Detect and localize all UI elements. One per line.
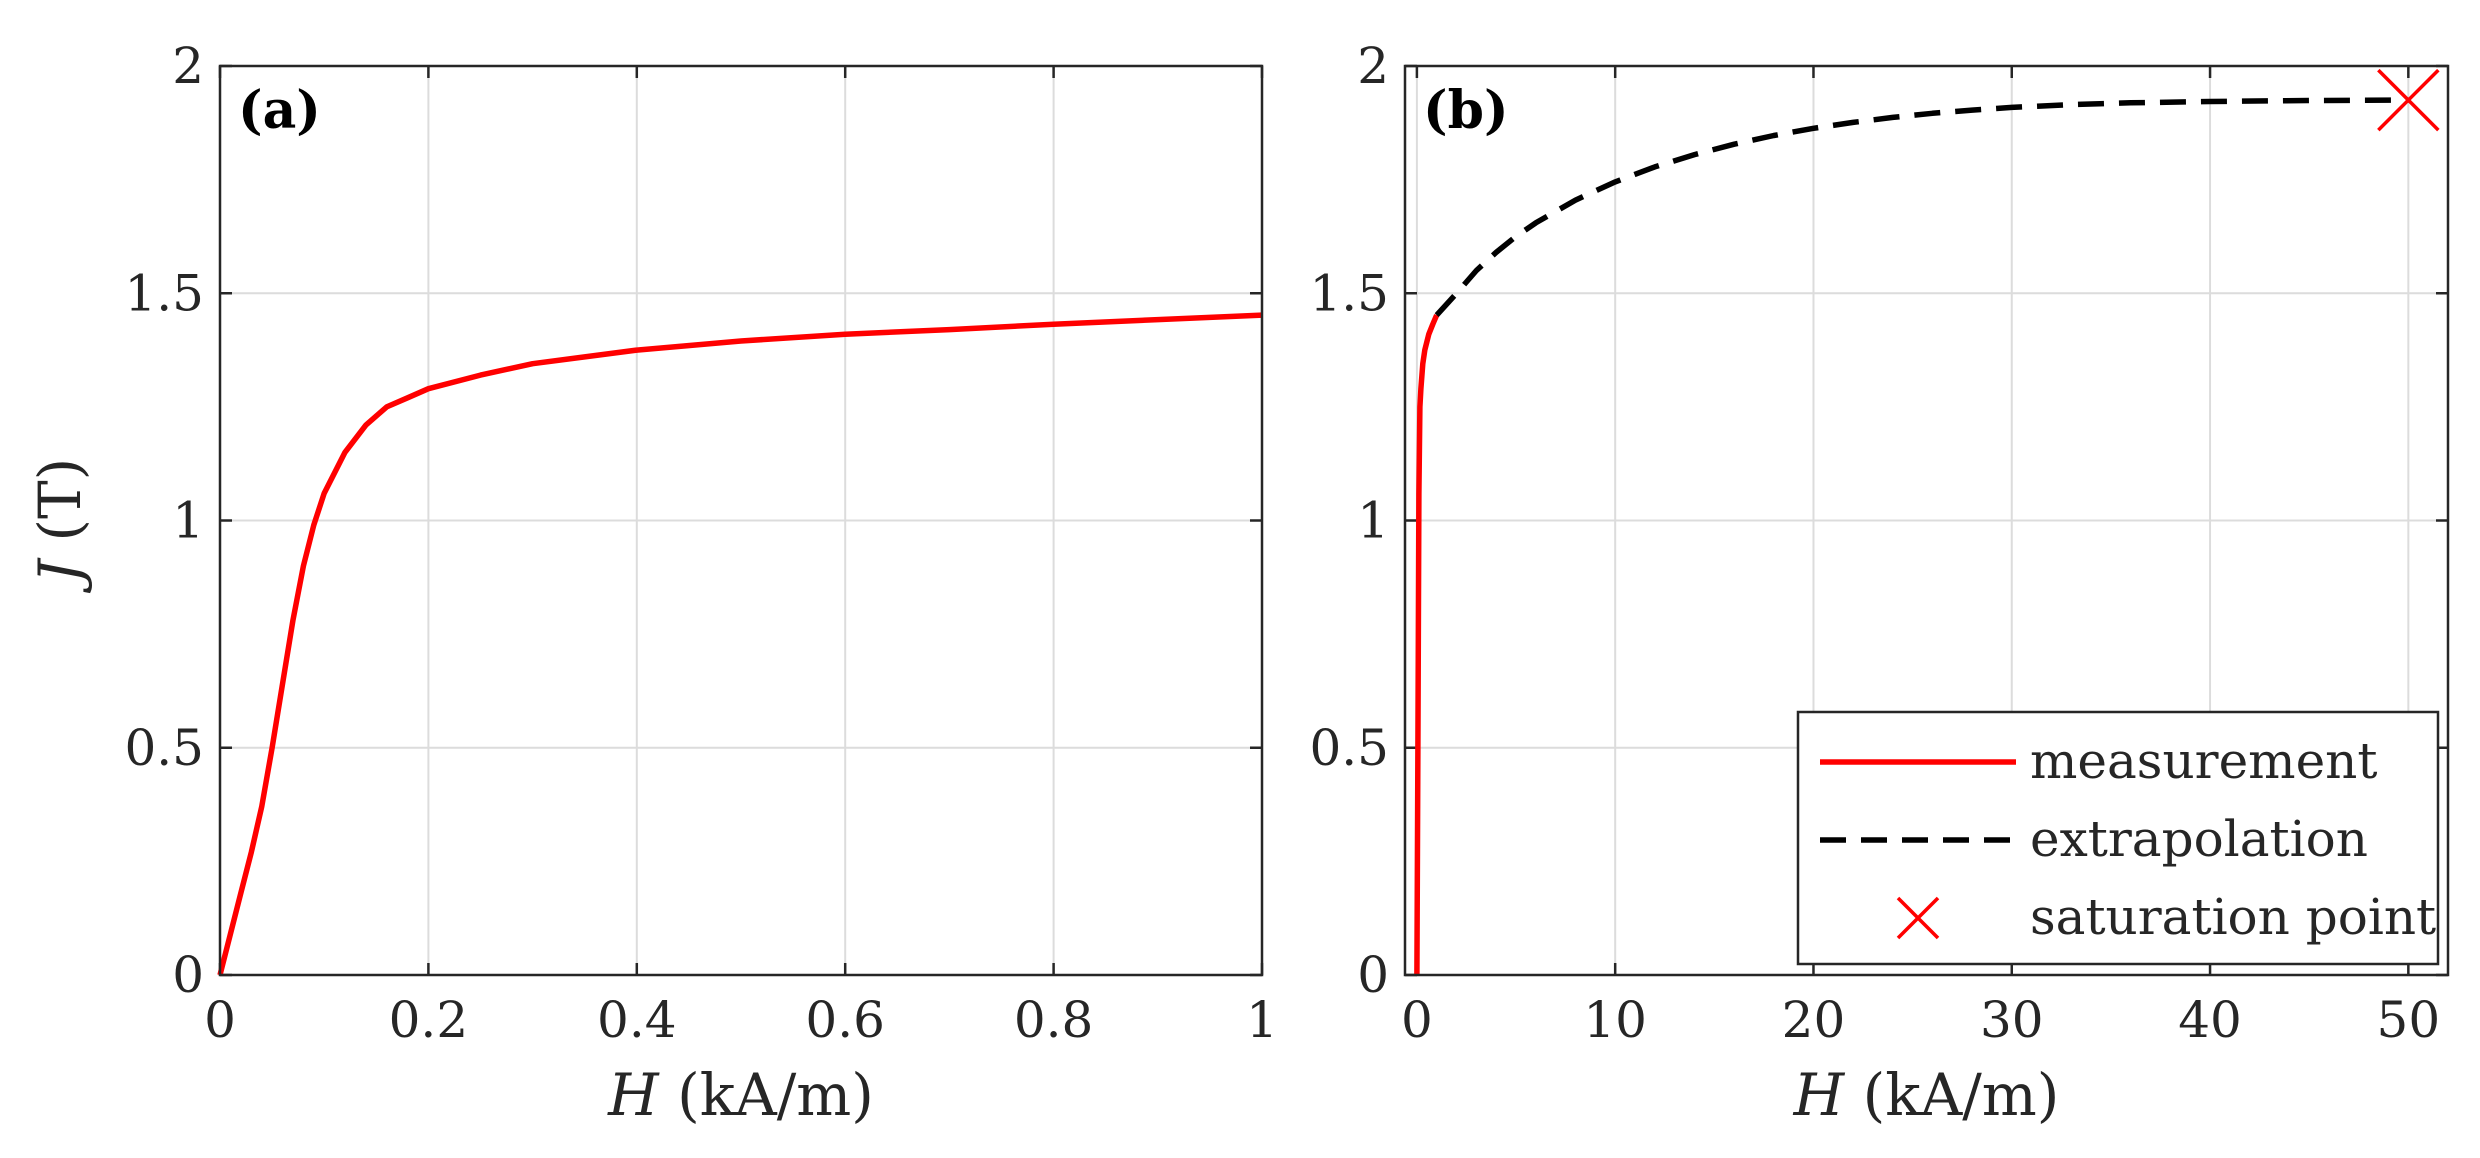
legend-label: saturation point — [2030, 888, 2436, 946]
y-tick-label: 1 — [172, 492, 204, 550]
legend-label: extrapolation — [2030, 810, 2368, 868]
y-axis-symbol: J — [26, 557, 94, 593]
marker-stroke — [2377, 68, 2440, 132]
measurement-line — [1414, 314, 1440, 976]
panel-a: 0 0.2 0.4 0.6 0.8 1 0 0.5 1 1.5 2 (a) H (kA/m) J (T) — [26, 37, 1278, 1129]
x-axis-label: H (kA/m) — [607, 1061, 874, 1129]
x-tick-label: 0 — [1401, 991, 1433, 1049]
saturation-point-marker — [2377, 68, 2440, 132]
x-axis-unit: (kA/m) — [1844, 1061, 2059, 1129]
x-tick-label: 50 — [2377, 991, 2441, 1049]
x-tick-label: 10 — [1583, 991, 1647, 1049]
x-tick-label: 0 — [204, 991, 236, 1049]
x-tick-label: 0.6 — [805, 991, 885, 1049]
x-tick-label: 0.8 — [1014, 991, 1094, 1049]
legend: measurement extrapolation saturation point — [1796, 710, 2440, 966]
axes-frame — [1403, 64, 2450, 977]
y-tick-label: 0 — [172, 946, 204, 1004]
x-axis-unit: (kA/m) — [659, 1061, 874, 1129]
x-tick-label: 30 — [1980, 991, 2044, 1049]
legend-marker — [1896, 896, 1940, 940]
x-tick-label: 40 — [2178, 991, 2242, 1049]
x-tick-label: 0.2 — [389, 991, 469, 1049]
panel-label: (a) — [238, 80, 321, 141]
x-tick-label: 0.4 — [597, 991, 677, 1049]
y-tick-label: 0.5 — [124, 719, 204, 777]
y-tick-label: 1.5 — [124, 264, 204, 322]
y-tick-label: 2 — [1357, 37, 1389, 95]
y-axis-unit: (T) — [26, 458, 94, 560]
y-tick-label: 0.5 — [1309, 719, 1389, 777]
extrapolation-line — [1434, 97, 2409, 317]
legend-label: measurement — [2030, 732, 2377, 790]
y-tick-label: 1 — [1357, 492, 1389, 550]
x-axis-symbol: H — [1793, 1061, 1846, 1129]
y-tick-label: 1.5 — [1309, 264, 1389, 322]
axes-frame — [218, 64, 1264, 977]
y-tick-label: 2 — [172, 37, 204, 95]
y-tick-label: 0 — [1357, 946, 1389, 1004]
panel-label: (b) — [1423, 80, 1509, 141]
panel-b: 0 10 20 30 40 50 0 0.5 1 1.5 2 (b) H (kA/m) measureme… — [1309, 37, 2450, 1129]
x-tick-label: 20 — [1782, 991, 1846, 1049]
y-axis-label: J (T) — [26, 458, 94, 594]
x-axis-symbol: H — [607, 1061, 660, 1129]
measurement-line — [217, 312, 1263, 976]
x-axis-label: H (kA/m) — [1793, 1061, 2060, 1129]
x-tick-label: 1 — [1246, 991, 1278, 1049]
